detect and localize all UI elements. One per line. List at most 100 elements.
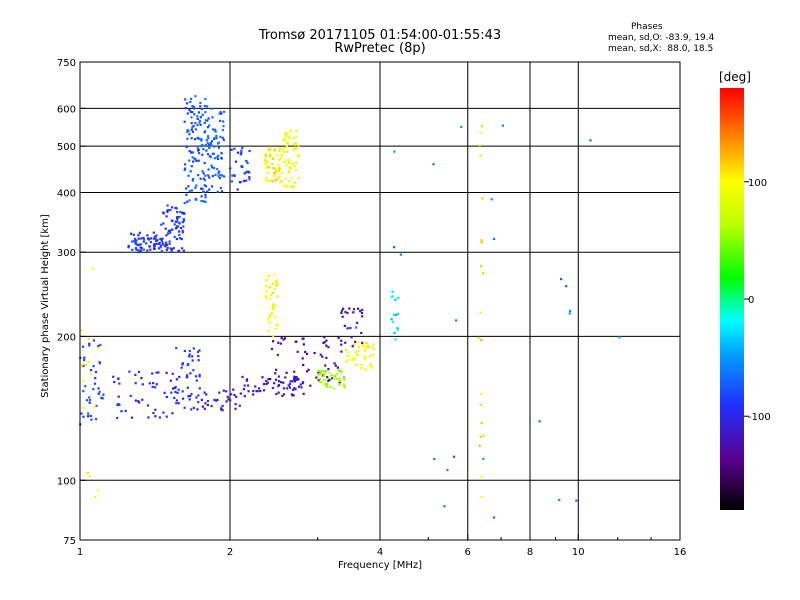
data-point [151,385,154,389]
data-point [214,128,217,131]
data-point [207,117,210,120]
data-point [214,173,217,176]
data-point [129,394,132,398]
data-point [200,398,203,401]
data-point [367,346,370,349]
data-point [364,349,367,352]
data-point [203,178,207,182]
data-point [267,329,270,333]
data-point [170,391,173,394]
data-point [254,385,257,388]
data-point [248,171,251,174]
data-point [99,343,102,346]
data-point [183,120,186,123]
data-point [266,165,270,168]
data-point [188,199,191,202]
data-point [394,338,397,341]
data-point [197,111,201,114]
data-point [200,137,203,141]
data-point [137,249,140,252]
data-point [283,337,287,340]
y-tick-label: 75 [63,536,76,547]
data-point [397,296,400,300]
data-point [182,249,186,252]
data-point [293,375,296,378]
data-point [275,284,278,287]
data-point [274,378,278,381]
data-point [288,158,291,162]
data-point [277,380,281,383]
data-point [152,244,156,248]
data-point [220,408,223,411]
data-point [322,341,325,344]
data-point [180,237,183,241]
data-point [169,247,172,250]
data-point [147,416,150,419]
data-point [276,295,279,298]
data-point [285,134,288,138]
data-point [174,227,178,230]
data-point [302,392,305,395]
data-point [154,239,158,243]
data-point [178,375,181,379]
data-point [181,211,185,214]
data-point [262,389,266,392]
data-point [167,229,170,233]
data-point [320,369,323,372]
data-point [208,124,211,127]
data-point [446,468,449,472]
data-point [318,373,322,376]
data-point [153,243,156,246]
data-point [282,338,285,341]
data-point [146,234,149,237]
data-point [482,434,485,437]
data-point [162,411,165,414]
data-point [313,351,316,355]
data-point [220,112,223,115]
data-point [92,339,95,342]
data-point [223,175,226,178]
data-point [268,314,272,317]
data-point [208,143,211,146]
data-point [208,146,211,150]
data-point [278,168,281,171]
data-point [210,144,213,147]
data-point [198,373,201,376]
data-point [558,498,561,501]
data-point [175,237,179,241]
data-point [286,387,289,390]
data-point [222,120,225,123]
data-point [350,336,353,339]
data-point [229,167,232,170]
data-point [137,234,140,237]
data-point [392,246,396,249]
data-point [289,166,292,169]
data-point [370,345,373,348]
data-point [190,408,193,411]
data-point [356,307,360,310]
data-point [349,326,352,330]
data-point [293,181,296,184]
data-point [296,378,299,381]
data-point [215,137,218,140]
data-point [239,392,242,395]
data-point [360,311,364,315]
x-axis-ticks: 1 2 4 6 8 10 16 [77,534,686,558]
data-point [319,377,322,380]
data-point [239,153,242,156]
y-tick-label: 300 [57,248,76,259]
data-point [186,102,189,105]
data-point [191,156,194,159]
data-point [273,148,276,151]
data-point [86,415,90,418]
data-point [203,131,206,134]
data-point [171,412,174,415]
data-point [479,403,482,406]
data-point [288,135,291,138]
data-point [277,176,280,179]
data-point [175,399,178,402]
data-point [285,185,289,188]
data-point [190,165,193,168]
data-point [305,370,309,373]
data-point [206,119,209,122]
